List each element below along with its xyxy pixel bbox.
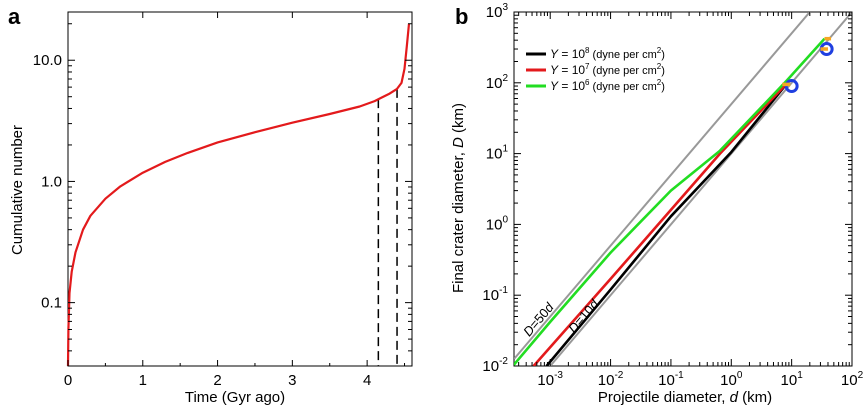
panel-a-frame [67, 11, 413, 367]
cumulative-number-line [66, 23, 411, 367]
panel-b-x-axis-label: Projectile diameter, d (km) [598, 389, 772, 406]
series-line [545, 81, 789, 366]
x-tick-label: 0 [64, 372, 72, 389]
panel-a-letter: a [8, 4, 21, 29]
panel-a-x-axis-label: Time (Gyr ago) [185, 389, 285, 406]
x-tick-label: 10-2 [598, 370, 624, 389]
legend-label: Y = 106 (dyne per cm2) [550, 78, 665, 93]
x-tick-label: 10-3 [537, 370, 563, 389]
panel-b-letter: b [455, 4, 468, 29]
x-tick-label: 101 [781, 370, 804, 389]
legend-label: Y = 108 (dyne per cm2) [550, 46, 665, 61]
x-tick-label: 4 [363, 372, 371, 389]
y-tick-label: 10-1 [482, 285, 508, 304]
y-tick-label: 0.1 [41, 295, 62, 312]
y-tick-label: 101 [486, 144, 509, 163]
reference-line [548, 12, 852, 366]
panel-b-y-axis-label: Final crater diameter, D (km) [450, 103, 467, 293]
x-tick-label: 3 [288, 372, 296, 389]
x-tick-label: 1 [139, 372, 147, 389]
reference-line-label: D=10d [565, 296, 602, 336]
panel-b-chart: 10-3 10-2 10-1 100 101 102 10-2 10-1 100 101 102 10… [450, 2, 864, 406]
x-tick-label: 100 [720, 370, 743, 389]
y-tick-label: 10-2 [482, 356, 508, 375]
y-tick-label: 1.0 [41, 173, 62, 190]
y-tick-label: 100 [486, 214, 509, 233]
y-tick-label: 102 [486, 73, 509, 92]
panel-b-frame [513, 11, 853, 367]
x-tick-label: 102 [841, 370, 864, 389]
x-tick-label: 2 [213, 372, 221, 389]
series-line [514, 37, 826, 366]
legend-label: Y = 107 (dyne per cm2) [550, 62, 665, 77]
y-tick-label: 10.0 [33, 52, 62, 69]
panel-a-chart: 0 1 2 3 4 0.1 1.0 10.0 Time (Gyr ago) Cumulativ… [9, 11, 413, 406]
reference-line [514, 12, 812, 360]
panel-a-y-axis-label: Cumulative number [9, 125, 26, 255]
series-line [532, 81, 789, 366]
y-tick-label: 103 [486, 2, 509, 21]
x-tick-label: 10-1 [658, 370, 684, 389]
